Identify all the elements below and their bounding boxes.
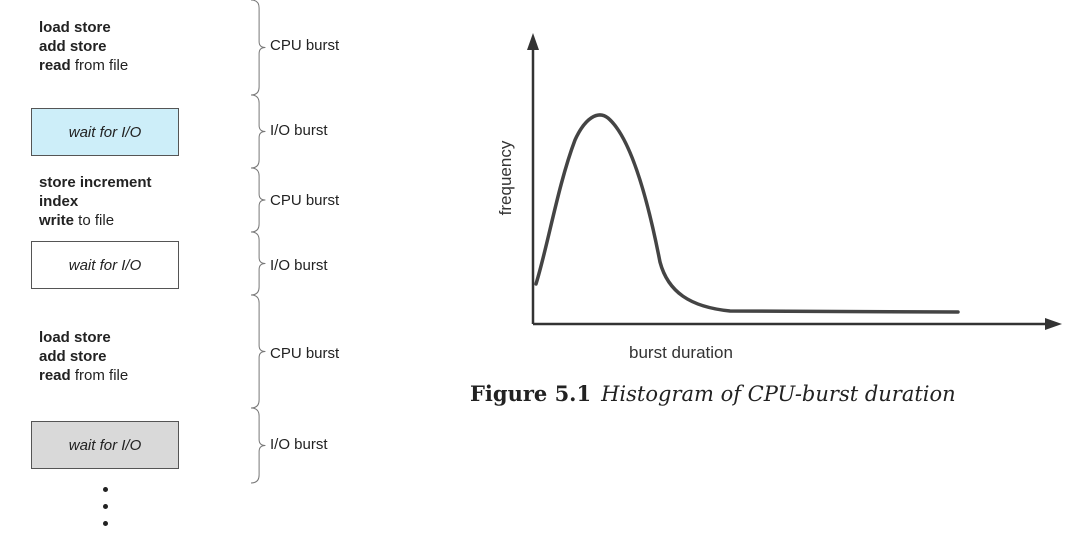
caption-title: Histogram of CPU-burst duration	[601, 382, 956, 406]
burst-brace	[250, 231, 266, 296]
continuation-dot	[103, 504, 108, 509]
instruction-text: to file	[74, 212, 115, 229]
continuation-dot	[103, 487, 108, 492]
instruction-line: add store	[39, 347, 128, 366]
figure-caption: Figure 5.1 Histogram of CPU-burst duratio…	[470, 381, 956, 406]
instruction-line: write to file	[39, 211, 152, 230]
instruction-keyword: load store	[39, 19, 111, 36]
continuation-dot	[103, 521, 108, 526]
burst-brace	[250, 294, 266, 409]
burst-brace	[250, 94, 266, 169]
instruction-line: load store	[39, 18, 128, 37]
continuation-dots	[103, 487, 109, 538]
burst-brace	[250, 167, 266, 233]
instruction-line: index	[39, 192, 152, 211]
x-axis-label: burst duration	[629, 343, 733, 362]
x-axis-arrowhead	[1045, 318, 1062, 330]
y-axis-arrowhead	[527, 33, 539, 50]
instruction-keyword: read	[39, 367, 71, 384]
cpu-burst-label: CPU burst	[270, 345, 340, 362]
cpu-burst-label: CPU burst	[270, 37, 340, 54]
cpu-burst-label: CPU burst	[270, 192, 340, 209]
cpu-instructions: store increment index write to file	[39, 173, 152, 230]
instruction-keyword: read	[39, 57, 71, 74]
burst-brace	[250, 0, 266, 96]
y-axis-label: frequency	[496, 140, 515, 216]
instruction-line: read from file	[39, 366, 128, 385]
cpu-instructions: load store add store read from file	[39, 18, 128, 75]
instruction-text: from file	[70, 367, 129, 384]
cpu-instructions: load store add store read from file	[39, 328, 128, 385]
io-wait-box: wait for I/O	[31, 108, 179, 156]
io-burst-label: I/O burst	[270, 436, 328, 453]
instruction-keyword: write	[39, 212, 75, 229]
instruction-keyword: add store	[39, 38, 107, 55]
instruction-text: from file	[70, 57, 129, 74]
burst-braces	[250, 0, 266, 484]
instruction-line: load store	[39, 328, 128, 347]
instruction-keyword: add store	[39, 348, 107, 365]
io-burst-label: I/O burst	[270, 122, 328, 139]
instruction-line: store increment	[39, 173, 152, 192]
instruction-keyword: load store	[39, 329, 111, 346]
histogram-axes	[527, 33, 1062, 330]
io-wait-box: wait for I/O	[31, 421, 179, 469]
io-burst-label: I/O burst	[270, 257, 328, 274]
io-wait-box: wait for I/O	[31, 241, 179, 289]
instruction-keyword: store increment	[39, 174, 152, 191]
burst-brace	[250, 407, 266, 484]
instruction-line: read from file	[39, 56, 128, 75]
instruction-line: add store	[39, 37, 128, 56]
instruction-keyword: index	[39, 193, 79, 210]
histogram-curve	[534, 113, 960, 314]
caption-number: Figure 5.1	[470, 381, 592, 406]
